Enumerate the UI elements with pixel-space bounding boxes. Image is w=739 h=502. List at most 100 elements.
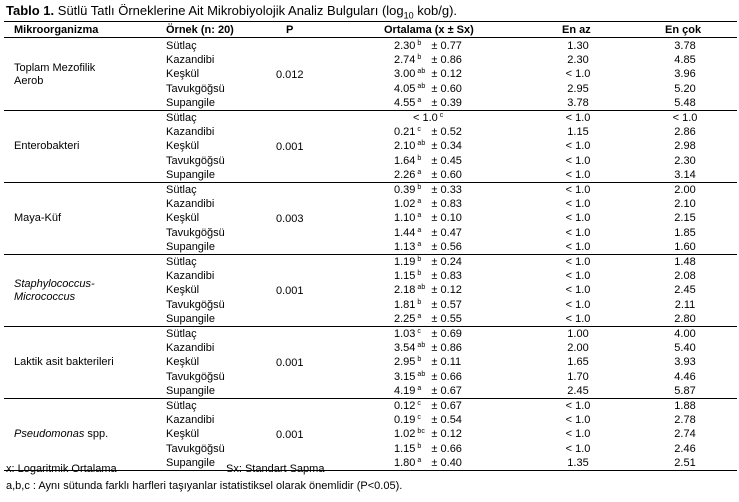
mean-value: 3.00 ab ± 0.12 <box>394 68 462 81</box>
max-value: < 1.0 <box>672 112 698 124</box>
group-p-value: 0.003 <box>276 212 304 225</box>
table-top-rule <box>4 21 737 22</box>
min-value: < 1.0 <box>565 140 591 153</box>
mean-number: 0.19 <box>394 414 416 427</box>
sample-name: Supangile <box>166 312 215 325</box>
group-rule <box>4 398 737 399</box>
min-value: < 1.0 <box>565 212 591 225</box>
min-value: 1.70 <box>567 370 589 383</box>
sample-name: Keşkül <box>166 212 200 225</box>
std-deviation: ± 0.12 <box>431 284 462 297</box>
group-name: Pseudomonas spp. <box>14 428 108 441</box>
mean-value: 1.15 b ± 0.83 <box>394 270 462 283</box>
mean-value: 1.02 bc ± 0.12 <box>394 428 462 441</box>
mean-value: 1.02 a ± 0.83 <box>394 198 462 211</box>
mean-number: 4.05 <box>394 82 416 95</box>
min-value: < 1.0 <box>565 428 591 441</box>
mean-value: 3.54 ab ± 0.86 <box>394 342 462 355</box>
max-value: 2.30 <box>674 154 696 167</box>
min-value: 1.30 <box>567 40 589 52</box>
mean-number: 0.12 <box>394 400 416 412</box>
std-deviation: ± 0.10 <box>431 212 462 225</box>
header-min: En az <box>562 24 591 36</box>
mean-number: 1.19 <box>394 256 416 268</box>
sample-name: Sütlaç <box>166 40 197 52</box>
std-deviation: ± 0.77 <box>431 40 462 52</box>
header-rule <box>4 37 737 38</box>
group-rule <box>4 470 737 471</box>
group-p-value: 0.012 <box>276 68 304 81</box>
sample-name: Sütlaç <box>166 256 197 268</box>
mean-number: 4.19 <box>394 384 416 397</box>
mean-value: 1.03 c ± 0.69 <box>394 328 462 340</box>
mean-value: 0.39 b ± 0.33 <box>394 184 462 196</box>
min-value: < 1.0 <box>565 198 591 211</box>
std-deviation: ± 0.11 <box>431 356 462 369</box>
max-value: 4.85 <box>674 54 696 67</box>
max-value: 5.20 <box>674 82 696 95</box>
mean-value: 1.64 b ± 0.45 <box>394 154 462 167</box>
mean-number: 1.80 <box>394 456 416 469</box>
sample-name: Keşkül <box>166 140 200 153</box>
std-deviation: ± 0.60 <box>431 168 462 181</box>
max-value: 2.46 <box>674 442 696 455</box>
max-value: 3.14 <box>674 168 696 181</box>
sample-name: Kazandibi <box>166 126 215 139</box>
mean-number: 3.00 <box>394 68 416 81</box>
min-value: 2.95 <box>567 82 589 95</box>
header-p: P <box>286 24 294 36</box>
mean-value: 1.13 a ± 0.56 <box>394 240 462 253</box>
std-deviation: ± 0.83 <box>431 270 462 283</box>
table-label: Tablo 1. <box>6 3 55 18</box>
max-value: 2.51 <box>674 456 696 469</box>
mean-value: 2.10 ab ± 0.34 <box>394 140 462 153</box>
min-value: < 1.0 <box>565 256 591 268</box>
min-value: 1.15 <box>567 126 589 139</box>
mean-value: 1.81 b ± 0.57 <box>394 298 462 311</box>
std-deviation: ± 0.60 <box>431 82 462 95</box>
std-deviation: ± 0.54 <box>431 414 462 427</box>
max-value: 3.78 <box>674 40 696 52</box>
mean-value: < 1.0 c <box>413 112 444 124</box>
max-value: 3.93 <box>674 356 696 369</box>
std-deviation: ± 0.56 <box>431 240 462 253</box>
max-value: 2.11 <box>674 298 696 311</box>
std-deviation: ± 0.67 <box>431 400 462 412</box>
mean-value: 1.15 b ± 0.66 <box>394 442 462 455</box>
mean-value: 2.26 a ± 0.60 <box>394 168 462 181</box>
sample-name: Sütlaç <box>166 400 197 412</box>
header-mean: Ortalama (x ± Sx) <box>384 24 474 36</box>
header-sample: Örnek (n: 20) <box>166 24 234 36</box>
max-value: 2.08 <box>674 270 696 283</box>
group-name-line1: Maya-Küf <box>14 212 62 224</box>
min-value: < 1.0 <box>565 414 591 427</box>
mean-value: 2.30 b ± 0.77 <box>394 40 462 52</box>
min-value: < 1.0 <box>565 270 591 283</box>
std-deviation: ± 0.67 <box>431 384 462 397</box>
sample-name: Kazandibi <box>166 270 215 283</box>
title-text: Sütlü Tatlı Örneklerine Ait Mikrobiyoloj… <box>54 3 404 18</box>
std-deviation: ± 0.55 <box>431 312 462 325</box>
sample-name: Supangile <box>166 168 215 181</box>
group-name-suffix: spp. <box>84 428 109 440</box>
max-value: 2.80 <box>674 312 696 325</box>
mean-value: 4.19 a ± 0.67 <box>394 384 462 397</box>
group-name: Laktik asit bakterileri <box>14 356 114 369</box>
sample-name: Tavukgöğsü <box>166 370 225 383</box>
mean-value: 0.12 c ± 0.67 <box>394 400 462 412</box>
mean-number: 1.03 <box>394 328 416 340</box>
mean-number: 0.39 <box>394 184 416 196</box>
mean-number: 1.15 <box>394 270 416 283</box>
min-value: < 1.0 <box>565 184 591 196</box>
mean-number: < 1.0 <box>413 112 438 124</box>
std-deviation: ± 0.86 <box>431 54 462 67</box>
min-value: < 1.0 <box>565 226 591 239</box>
max-value: 2.78 <box>674 414 696 427</box>
max-value: 1.60 <box>674 240 696 253</box>
mean-number: 3.54 <box>394 342 416 355</box>
min-value: 2.30 <box>567 54 589 67</box>
std-deviation: ± 0.66 <box>431 370 462 383</box>
max-value: 3.96 <box>674 68 696 81</box>
std-deviation: ± 0.86 <box>431 342 462 355</box>
sample-name: Sütlaç <box>166 328 197 340</box>
